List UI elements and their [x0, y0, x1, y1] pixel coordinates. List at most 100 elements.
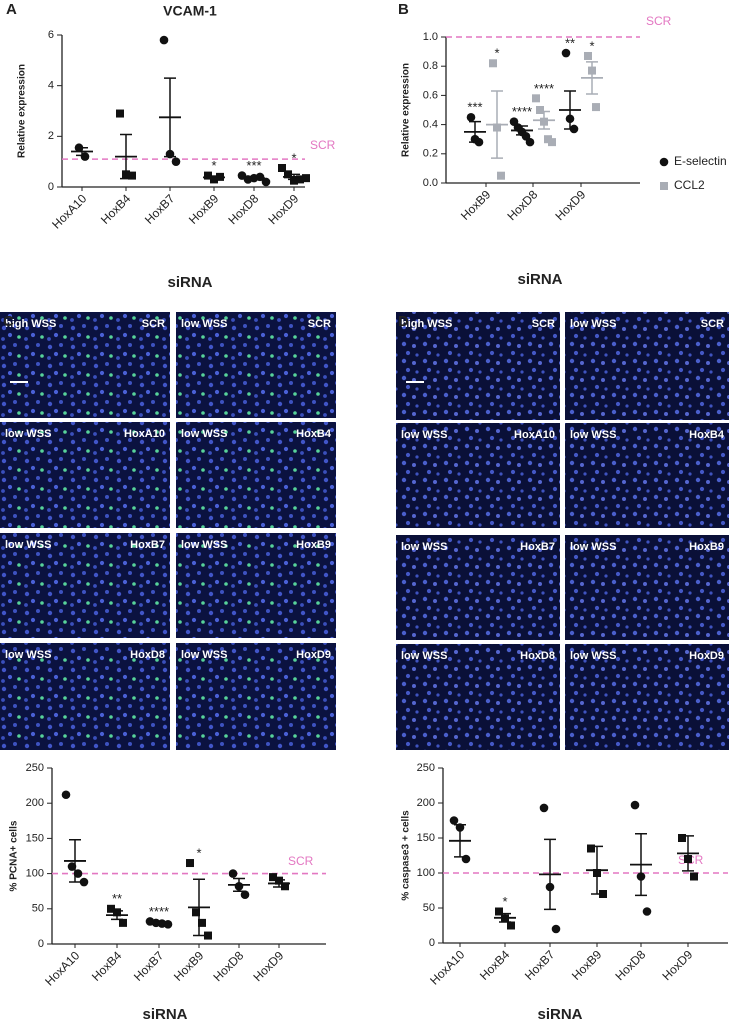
panel-letter: C [3, 313, 14, 330]
x-tick-label: HoxB9 [171, 948, 207, 984]
microscopy-image [176, 312, 336, 418]
reference-label: SCR [646, 14, 672, 28]
image-sirna: HoxB9 [296, 539, 331, 551]
error-bar [544, 838, 556, 911]
image-sirna: SCR [701, 318, 724, 330]
microscopy-image [565, 644, 729, 750]
x-tick-label: HoxB7 [522, 947, 558, 983]
error-bar [233, 877, 245, 892]
data-point [204, 931, 212, 940]
error-bar [586, 61, 598, 95]
data-point [228, 869, 238, 878]
x-tick-label: HoxD9 [251, 948, 287, 984]
data-point [61, 790, 71, 800]
significance: **** [534, 81, 554, 96]
x-tick-label: HoxA10 [427, 947, 467, 987]
significance: * [196, 845, 201, 860]
x-tick-label: HoxD9 [266, 191, 302, 227]
y-tick-label: 200 [417, 797, 435, 809]
data-point [525, 137, 535, 147]
image-sirna: HoxD9 [689, 650, 724, 662]
image-sirna: HoxD8 [520, 650, 555, 662]
x-tick-label: HoxB4 [477, 947, 513, 983]
x-tick-label: HoxD9 [553, 187, 589, 223]
data-point [466, 113, 476, 122]
image-sirna: HoxA10 [124, 428, 165, 440]
data-point [551, 924, 561, 934]
microscopy-image [176, 422, 336, 528]
error-bar [164, 77, 176, 158]
legend-label: E-selectin [674, 154, 727, 168]
data-point [584, 51, 592, 60]
data-point [660, 182, 668, 190]
y-axis-label: Relative expression [17, 64, 28, 158]
image-condition: low WSS [5, 649, 51, 661]
y-tick-label: 50 [32, 903, 44, 915]
y-tick-label: 0 [429, 937, 435, 949]
data-point [198, 918, 206, 927]
y-tick-label: 0.8 [423, 60, 438, 72]
reference-label: SCR [310, 138, 336, 152]
image-condition: low WSS [181, 539, 227, 551]
chart: 0 50 100 150 200 250 % caspase3 + cells siRNA Ho… [401, 762, 728, 1023]
image-sirna: HoxA10 [514, 429, 555, 441]
x-tick-label: HoxD8 [211, 948, 247, 984]
y-tick-label: 1.0 [423, 31, 438, 43]
data-point [107, 904, 115, 913]
data-point [302, 174, 310, 183]
image-sirna: SCR [532, 318, 555, 330]
significance: ** [565, 35, 575, 50]
microscopy-image [565, 535, 729, 640]
x-tick-label: HoxD8 [613, 947, 649, 983]
data-point [489, 59, 497, 68]
x-tick-label: HoxB4 [89, 948, 125, 984]
data-point [186, 859, 194, 868]
image-grid: high WSS SCR low WSS SCR low WSS HoxA10 low WS… [0, 312, 729, 750]
data-point [240, 890, 250, 900]
error-bar [153, 921, 165, 925]
y-tick-label: 0.4 [423, 119, 438, 131]
image-condition: low WSS [401, 429, 447, 441]
data-point [449, 816, 459, 825]
chart: B 0.0 0.2 0.4 0.6 0.8 1.0 Relative expression si… [398, 1, 727, 288]
error-bar [111, 910, 123, 921]
image-sirna: HoxB4 [296, 428, 332, 440]
microscopy-image [0, 643, 170, 750]
image-sirna: HoxB7 [130, 539, 165, 551]
data-point [497, 171, 505, 180]
image-condition: low WSS [570, 650, 616, 662]
legend-label: CCL2 [674, 178, 705, 192]
x-axis-label: siRNA [142, 1006, 187, 1023]
data-point [171, 157, 181, 166]
y-axis-label: Relative expression [401, 63, 412, 157]
microscopy-image [0, 422, 170, 528]
data-point [642, 907, 652, 916]
data-point [532, 94, 540, 103]
significance: ** [112, 891, 122, 906]
error-bar [469, 120, 481, 143]
error-bar [248, 176, 260, 181]
error-bar [635, 833, 647, 897]
y-tick-label: 6 [48, 29, 54, 41]
microscopy-image [565, 423, 729, 528]
data-point [269, 873, 277, 882]
data-point [159, 35, 169, 45]
data-point [659, 157, 669, 167]
y-tick-label: 100 [26, 868, 44, 880]
error-bar [682, 835, 694, 872]
x-tick-label: HoxB9 [569, 947, 605, 983]
data-point [119, 918, 127, 927]
image-sirna: HoxB7 [520, 541, 555, 553]
y-tick-label: 0.2 [423, 148, 438, 160]
image-sirna: SCR [308, 318, 331, 330]
y-tick-label: 4 [48, 80, 54, 92]
microscopy-image [396, 312, 560, 420]
microscopy-image [0, 533, 170, 638]
error-bar [538, 110, 550, 130]
data-point [278, 164, 286, 172]
x-tick-label: HoxB7 [131, 948, 167, 984]
significance: * [211, 158, 216, 173]
significance: *** [467, 100, 482, 115]
data-point [461, 854, 471, 864]
